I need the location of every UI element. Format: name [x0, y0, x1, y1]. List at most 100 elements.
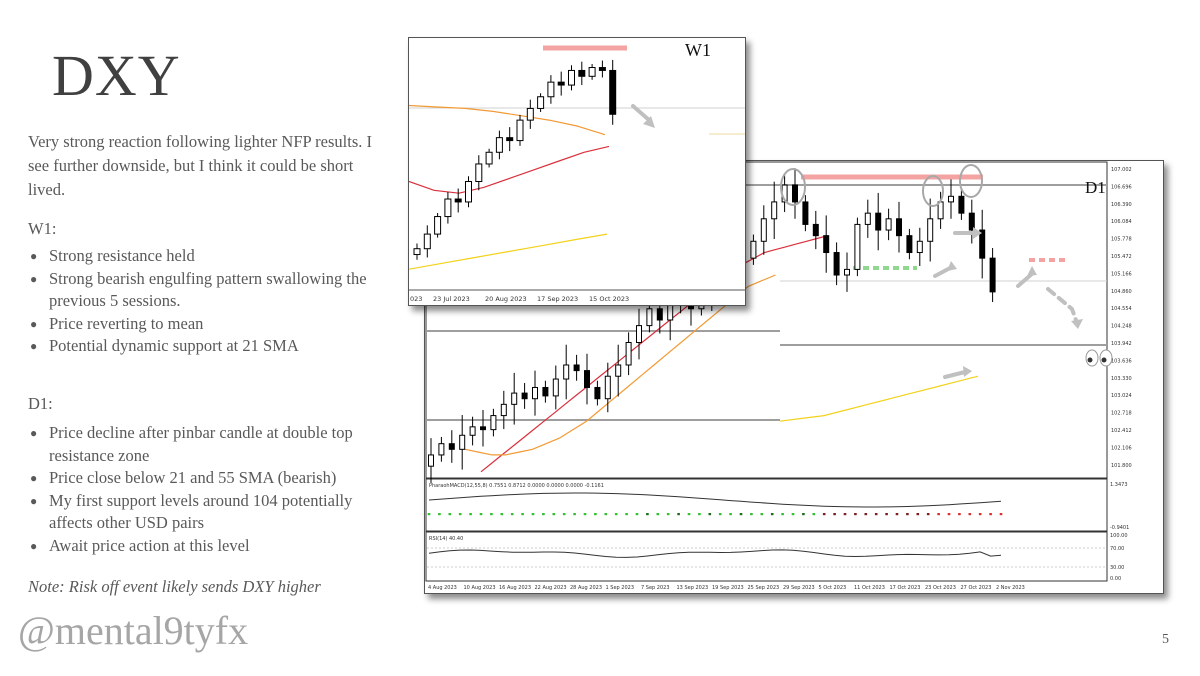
macd-line [428, 492, 1002, 508]
w1-sma-lines [409, 104, 610, 270]
page-number: 5 [1162, 632, 1169, 647]
d1-list: Price decline after pinbar candle at dou… [28, 422, 393, 557]
w1-date-axis: 023 23 Jul 2023 20 Aug 2023 17 Sep 2023 15 O… [410, 295, 629, 303]
arrow-head [1071, 319, 1083, 329]
date-tick-label: 27 Oct 2023 [961, 585, 992, 591]
candle [444, 198, 452, 218]
candle [547, 81, 555, 98]
w1-point: Potential dynamic support at 21 SMA [28, 335, 381, 358]
date-tick-label: 22 Aug 2023 [535, 585, 567, 591]
macd-bar [885, 513, 888, 516]
candle [636, 325, 642, 343]
candle [594, 386, 601, 400]
price-axis: 107.002 106.696 106.390 106.084 105.778 105.4… [1111, 167, 1132, 469]
date-tick-label: 2 Nov 2023 [996, 585, 1025, 591]
price-tick-label: 103.330 [1111, 376, 1132, 382]
d1-heading: D1: [28, 394, 53, 413]
price-tick-label: 103.024 [1111, 393, 1132, 399]
candle [448, 443, 455, 450]
macd-bar [864, 513, 868, 516]
macd-bar [833, 513, 836, 516]
w1-background [409, 38, 745, 305]
candle [573, 364, 580, 372]
price-tick-label: 102.106 [1111, 445, 1132, 451]
slide-title: DXY [52, 43, 181, 108]
price-tick-label: 106.390 [1111, 202, 1132, 208]
macd-bar [999, 513, 1003, 516]
date-tick-label: 1 Sep 2023 [606, 585, 635, 591]
macd-bar [510, 513, 514, 516]
w1-point: Strong bearish engulfing pattern swallow… [28, 268, 381, 313]
candle [958, 195, 965, 214]
w1-sma200-line [409, 233, 608, 270]
macd-bar [947, 513, 951, 516]
macd-bar [427, 513, 431, 516]
candle [927, 218, 934, 242]
macd-bar [552, 513, 556, 516]
d1-point: Price decline after pinbar candle at dou… [28, 422, 393, 467]
w1-date-tick-label: 20 Aug 2023 [485, 295, 527, 303]
author-handle: @mental9tyfx [18, 608, 249, 653]
macd-bar [656, 513, 660, 516]
macd-histogram [427, 513, 1003, 516]
pinbar-circle [922, 175, 944, 207]
arrow-head [963, 366, 972, 377]
candle [656, 308, 663, 321]
price-tick-label: 105.778 [1111, 237, 1132, 243]
arrow-head [643, 116, 655, 128]
w1-date-tick-label: 23 Jul 2023 [433, 295, 470, 303]
d1-chart-svg: D1 PharaohMACD(12,55,8) 0.7551 0.8712 0.… [425, 161, 1132, 591]
candle [812, 223, 819, 237]
candle [646, 308, 653, 327]
d1-point: Price close below 21 and 55 SMA (bearish… [28, 467, 393, 490]
arrow-head [973, 227, 982, 239]
date-tick-label: 10 Aug 2023 [464, 585, 496, 591]
macd-bar [635, 513, 639, 516]
candle [896, 218, 902, 237]
candle [854, 223, 861, 270]
macd-bar [614, 513, 618, 516]
macd-bar [708, 513, 712, 516]
arrow-head [1027, 266, 1037, 276]
macd-bar [770, 513, 774, 516]
candle [578, 69, 586, 77]
candle [532, 386, 538, 400]
macd-bar [989, 513, 992, 516]
price-tick-label: 104.248 [1111, 324, 1132, 330]
candle [552, 378, 559, 397]
macd-bar [687, 513, 691, 516]
candle [434, 216, 442, 235]
candle [584, 370, 590, 388]
candle [802, 201, 809, 225]
rsi-line [428, 549, 1002, 558]
macd-bar [625, 513, 628, 516]
macd-axis-label: -0.9401 [1110, 525, 1129, 531]
macd-bar [521, 513, 524, 516]
macd-bar [926, 513, 930, 516]
macd-bar [791, 513, 795, 516]
price-tick-label: 101.800 [1111, 463, 1132, 469]
price-tick-label: 106.084 [1111, 219, 1132, 225]
candle [968, 212, 975, 231]
candle [823, 235, 830, 254]
candle [511, 392, 518, 405]
candle [750, 240, 757, 259]
macd-bar [854, 513, 857, 516]
rsi-axis-label: 30.00 [1110, 565, 1124, 571]
macd-bar [562, 513, 566, 516]
macd-bar [822, 513, 826, 516]
price-tick-label: 105.166 [1111, 271, 1132, 277]
macd-bar [583, 513, 587, 516]
macd-bar [750, 513, 753, 516]
price-panel [425, 161, 1108, 479]
date-tick-label: 13 Sep 2023 [677, 585, 709, 591]
macd-bar [698, 513, 701, 516]
rsi-axis-label: 70.00 [1110, 546, 1124, 552]
w1-arrow-down [631, 104, 651, 122]
candle [906, 235, 913, 254]
candle [563, 364, 570, 380]
sma200-line [779, 375, 979, 422]
candle [537, 96, 545, 109]
macd-axis-label: 1.3473 [1110, 482, 1128, 488]
macd-bar [479, 513, 483, 516]
